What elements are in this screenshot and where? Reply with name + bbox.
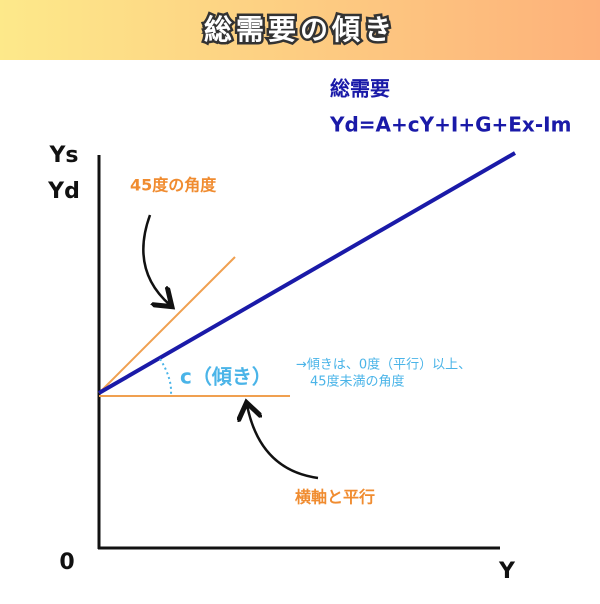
angle-45-label: 45度の角度 [130,176,217,195]
x-label: Y [498,559,516,584]
line-45 [98,256,236,394]
header-band [0,0,600,60]
origin-label: 0 [59,550,74,575]
angle-arc [159,358,173,395]
arrow [142,214,170,305]
note: 45度未満の角度 [310,374,405,390]
demand-label: 総需要 [330,77,390,101]
note: →傾きは、0度（平行）以上、 [296,357,471,373]
arrow [247,405,319,480]
title: 総需要の傾き [204,13,396,46]
slope-label: c（傾き） [180,365,272,389]
demand-line [98,151,516,395]
horizontal-label: 横軸と平行 [295,488,375,507]
y-label: Ys [48,143,78,168]
demand-formula: Yd=A+cY+I+G+Ex-Im [329,113,571,137]
y-label: Yd [47,179,80,204]
